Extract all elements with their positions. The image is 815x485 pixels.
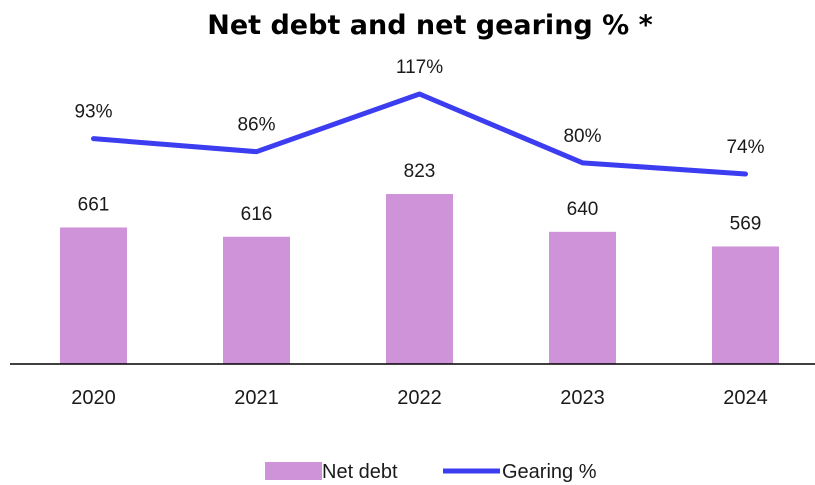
bar-2024	[712, 246, 779, 364]
x-tick-label: 2021	[234, 387, 279, 409]
line-label-group: 93% 86% 117% 80% 74%	[74, 57, 764, 158]
bar-value-label: 823	[404, 161, 436, 182]
bar-value-label: 640	[567, 199, 599, 220]
gearing-line	[91, 91, 748, 177]
legend-swatch-net-debt	[265, 462, 322, 480]
x-tick-label: 2022	[397, 387, 442, 409]
bar-value-label: 569	[730, 213, 762, 234]
chart-title: Net debt and net gearing % *	[207, 10, 652, 41]
bar-group	[60, 194, 779, 364]
bar-2020	[60, 227, 127, 364]
bar-2023	[549, 231, 616, 364]
bar-2022	[386, 194, 453, 364]
line-value-label: 74%	[726, 137, 764, 158]
legend: Net debt Gearing %	[265, 461, 597, 483]
x-tick-group: 2020 2021 2022 2023 2024	[71, 387, 768, 409]
bar-value-label: 616	[241, 204, 273, 225]
bar-value-label: 661	[78, 194, 110, 215]
line-value-label: 117%	[396, 57, 443, 78]
legend-label-gearing: Gearing %	[502, 461, 597, 483]
bar-label-group: 661 616 823 640 569	[78, 161, 762, 234]
x-tick-label: 2020	[71, 387, 116, 409]
legend-label-net-debt: Net debt	[322, 461, 398, 483]
bar-2021	[223, 236, 290, 364]
line-value-label: 93%	[74, 102, 112, 123]
line-value-label: 86%	[237, 115, 275, 136]
x-tick-label: 2024	[723, 387, 768, 409]
x-tick-label: 2023	[560, 387, 605, 409]
line-value-label: 80%	[563, 126, 601, 147]
